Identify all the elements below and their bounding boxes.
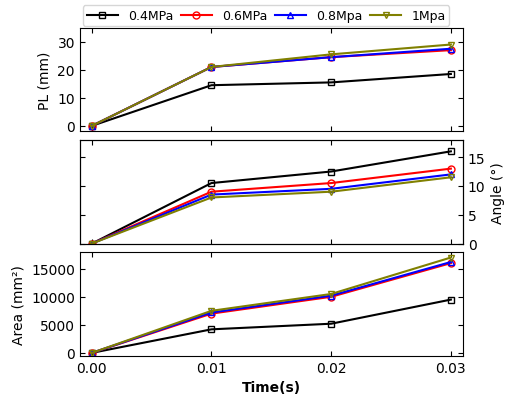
1Mpa [447, 43, 454, 48]
0.8Mpa [328, 56, 334, 61]
0.4MPa [447, 72, 454, 77]
0.6MPa [88, 124, 95, 129]
Line: 0.8Mpa: 0.8Mpa [88, 46, 454, 130]
Y-axis label: PL (mm): PL (mm) [38, 51, 52, 110]
Legend: 0.4MPa, 0.6MPa, 0.8Mpa, 1Mpa: 0.4MPa, 0.6MPa, 0.8Mpa, 1Mpa [83, 6, 449, 27]
X-axis label: Time(s): Time(s) [242, 380, 301, 394]
0.4MPa [328, 81, 334, 85]
0.6MPa [208, 65, 214, 70]
0.4MPa [208, 83, 214, 88]
0.6MPa [447, 49, 454, 54]
Line: 0.4MPa: 0.4MPa [88, 71, 454, 130]
0.8Mpa [88, 124, 95, 129]
0.6MPa [328, 56, 334, 61]
0.4MPa [88, 124, 95, 129]
1Mpa [328, 53, 334, 58]
0.8Mpa [208, 65, 214, 70]
Line: 0.6MPa: 0.6MPa [88, 47, 454, 130]
Line: 1Mpa: 1Mpa [88, 42, 454, 130]
1Mpa [88, 124, 95, 129]
Y-axis label: Area (mm²): Area (mm²) [12, 264, 26, 344]
1Mpa [208, 65, 214, 70]
Y-axis label: Angle (°): Angle (°) [491, 162, 505, 223]
0.8Mpa [447, 47, 454, 52]
